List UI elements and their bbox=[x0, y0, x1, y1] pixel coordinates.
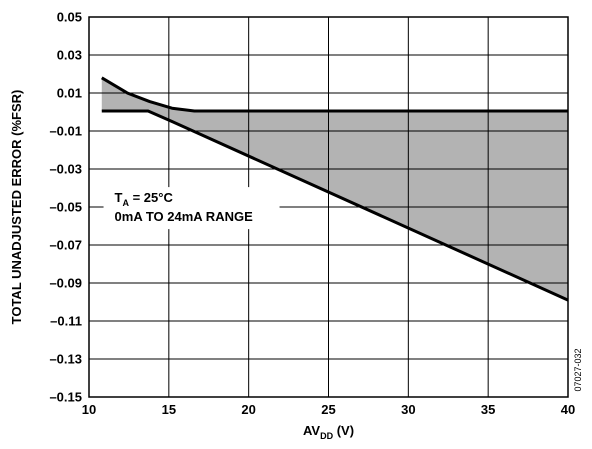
x-tick-labels: 10 15 20 25 30 35 40 bbox=[82, 402, 575, 417]
figure-id: 07027-032 bbox=[573, 348, 583, 391]
y-tick-label: 0.03 bbox=[57, 48, 82, 63]
annotation-temp-main: T bbox=[115, 190, 123, 205]
condition-annotation: TA = 25°C 0mA TO 24mA RANGE bbox=[103, 187, 280, 230]
plot-frame bbox=[88, 16, 569, 398]
lower-limit-line bbox=[101, 109, 569, 302]
x-axis-label: AVDD (V) bbox=[303, 423, 354, 441]
x-tick-label: 10 bbox=[82, 402, 96, 417]
y-tick-label: 0.05 bbox=[57, 10, 82, 25]
x-axis-label-sub: DD bbox=[320, 431, 333, 441]
y-axis-label: TOTAL UNADJUSTED ERROR (%FSR) bbox=[9, 90, 24, 325]
annotation-temp-suffix: = 25°C bbox=[129, 190, 173, 205]
x-axis-label-suffix: (V) bbox=[333, 423, 354, 438]
y-tick-label: –0.05 bbox=[49, 200, 82, 215]
y-tick-label: –0.03 bbox=[49, 162, 82, 177]
x-tick-label: 35 bbox=[481, 402, 495, 417]
x-tick-label: 30 bbox=[401, 402, 415, 417]
series-layer bbox=[101, 76, 569, 302]
x-tick-label: 40 bbox=[561, 402, 575, 417]
x-axis-label-main: AV bbox=[303, 423, 320, 438]
annotation-temperature: TA = 25°C bbox=[115, 190, 174, 208]
y-tick-label: –0.09 bbox=[49, 276, 82, 291]
x-tick-label: 15 bbox=[162, 402, 176, 417]
annotation-background bbox=[103, 187, 280, 230]
y-tick-label: –0.01 bbox=[49, 124, 82, 139]
upper-limit-line bbox=[101, 76, 568, 113]
y-tick-label: –0.07 bbox=[49, 238, 82, 253]
x-tick-label: 25 bbox=[321, 402, 335, 417]
annotation-temp-sub: A bbox=[122, 198, 129, 208]
y-tick-labels: 0.05 0.03 0.01 –0.01 –0.03 –0.05 –0.07 –0.09 –0.… bbox=[49, 10, 82, 405]
y-tick-label: –0.11 bbox=[50, 314, 82, 329]
y-tick-label: –0.15 bbox=[49, 390, 82, 405]
annotation-range: 0mA TO 24mA RANGE bbox=[115, 209, 254, 224]
y-tick-label: –0.13 bbox=[49, 352, 82, 367]
y-tick-label: 0.01 bbox=[57, 86, 82, 101]
x-tick-label: 20 bbox=[241, 402, 255, 417]
